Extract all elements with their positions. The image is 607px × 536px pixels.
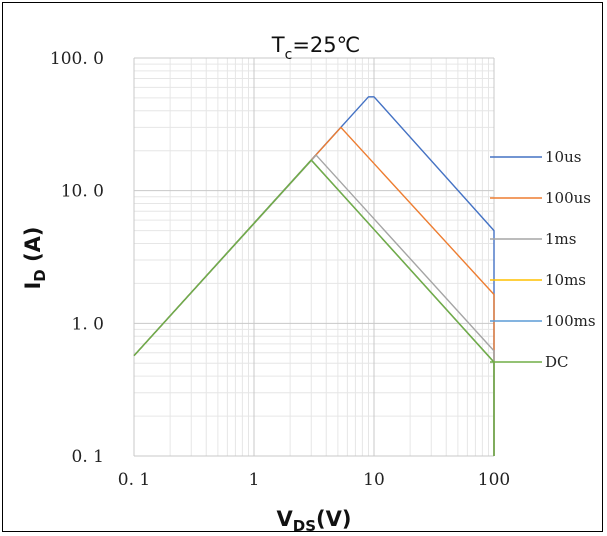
x-tick-label: 1 (249, 470, 260, 490)
x-tick-label: 0. 1 (118, 470, 150, 490)
series-line-100ms (133, 159, 495, 456)
tick-labels: 0. 1 1 10 100 0. 1 1. 0 10. 0 100. 0 (50, 49, 510, 490)
minor-grid (134, 58, 494, 456)
y-tick-label: 1. 0 (72, 314, 104, 334)
legend: 10us 100us 1ms 10ms 100ms DC (490, 148, 596, 371)
series-line-10ms (133, 159, 495, 456)
legend-label-DC: DC (545, 353, 569, 371)
y-tick-label: 100. 0 (50, 49, 104, 69)
legend-label-10ms: 10ms (545, 271, 586, 289)
x-axis-title: VDS(V) (277, 507, 352, 535)
chart-title: Tc=25℃ (271, 33, 360, 63)
x-tick-label: 100 (478, 470, 510, 490)
series-line-1ms (133, 154, 495, 456)
legend-label-10us: 10us (545, 148, 581, 166)
y-tick-label: 0. 1 (72, 447, 104, 467)
series-layer (133, 96, 495, 456)
legend-label-100ms: 100ms (545, 312, 596, 330)
legend-label-100us: 100us (545, 189, 591, 207)
y-axis-title: ID (A) (21, 226, 49, 289)
x-tick-label: 10 (363, 470, 385, 490)
legend-label-1ms: 1ms (545, 230, 576, 248)
major-grid (133, 57, 495, 457)
series-line-DC (133, 159, 495, 456)
y-tick-label: 10. 0 (61, 182, 104, 202)
chart-frame (2, 2, 603, 532)
